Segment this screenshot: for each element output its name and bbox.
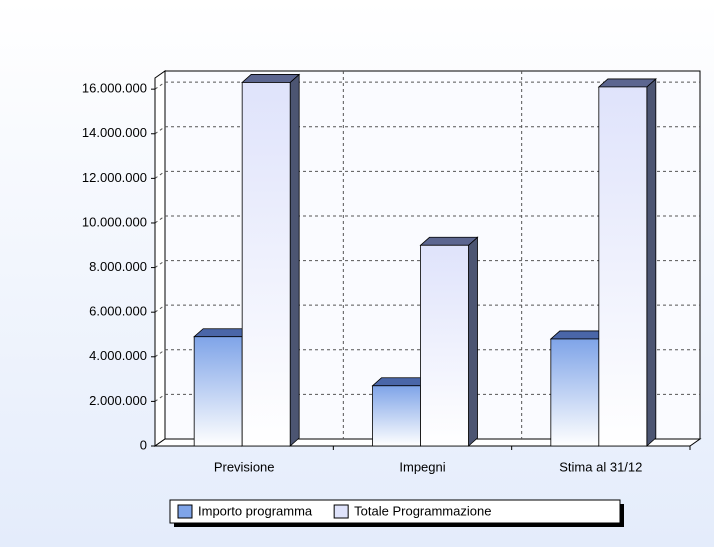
y-tick-label: 8.000.000: [89, 259, 147, 274]
bar: [597, 78, 657, 447]
y-tick-label: 14.000.000: [82, 125, 147, 140]
bar-face: [241, 74, 301, 83]
bar-face: [241, 82, 291, 447]
grid-line: [154, 260, 166, 268]
x-tick-label: Previsione: [214, 459, 275, 474]
legend: [169, 499, 621, 524]
grid-line: [154, 215, 166, 224]
y-tick-label: 10.000.000: [82, 214, 147, 229]
bar-face: [193, 336, 243, 447]
grid-line: [154, 393, 166, 402]
y-tick-label: 6.000.000: [89, 304, 147, 319]
grid-line: [154, 304, 166, 313]
legend-label: Importo programma: [198, 503, 313, 518]
x-tick-label: Stima al 31/12: [559, 459, 642, 474]
y-tick-label: 2.000.000: [89, 393, 147, 408]
y-tick-label: 12.000.000: [82, 170, 147, 185]
legend-swatch: [177, 504, 193, 519]
bar-face: [468, 236, 478, 447]
grid-line: [154, 170, 166, 179]
bar-face: [289, 73, 300, 447]
bar-face: [420, 244, 469, 447]
grid-line: [154, 126, 166, 135]
legend-swatch: [333, 504, 349, 519]
bar-face: [597, 78, 657, 88]
y-tick-label: 4.000.000: [89, 348, 147, 363]
grid-line: [154, 81, 166, 90]
bar-face: [372, 385, 421, 447]
bar-face: [598, 86, 648, 447]
y-tick-label: 16.000.000: [82, 81, 147, 96]
back-wall: [154, 70, 166, 447]
legend-label: Totale Programmazione: [354, 503, 491, 518]
bar-face: [419, 236, 479, 246]
bar-face: [646, 78, 657, 447]
bar-face: [550, 338, 600, 447]
bar: [419, 236, 479, 447]
grid-line: [154, 349, 166, 358]
x-tick-label: Impegni: [399, 459, 445, 474]
bar: [241, 73, 301, 447]
y-tick-label: 0: [140, 437, 147, 452]
